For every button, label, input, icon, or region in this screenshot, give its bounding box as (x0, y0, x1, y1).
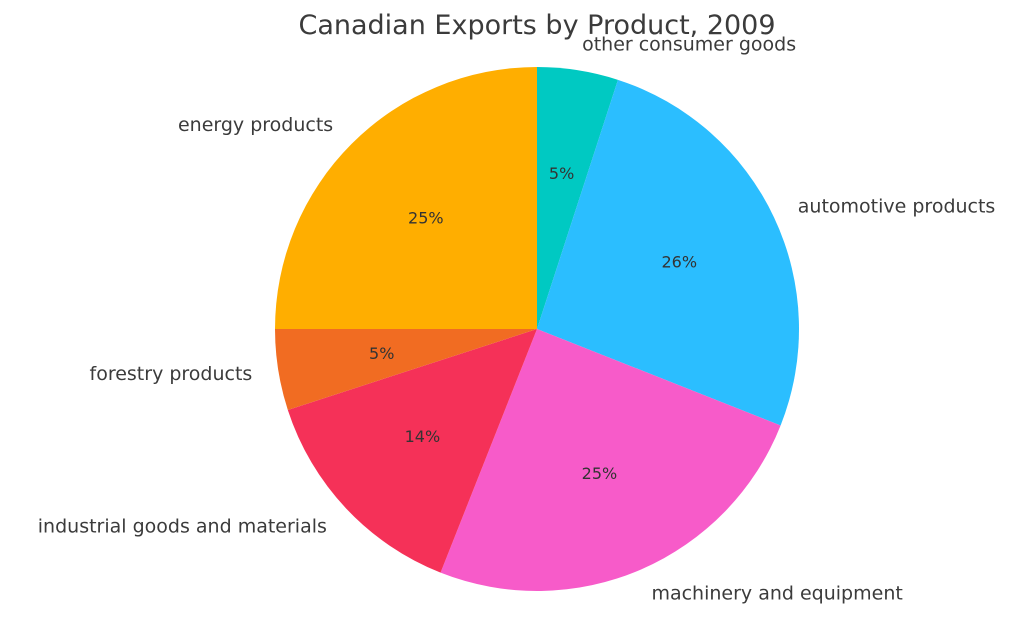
pie-slice-automotive-products (537, 79, 799, 426)
pie-slice-label: forestry products (90, 363, 253, 385)
pie-percent-label: 14% (405, 427, 441, 446)
pie-slice-label: other consumer goods (582, 33, 796, 55)
pie-percent-label: 25% (408, 208, 444, 227)
pie-slice-other-consumer-goods (537, 67, 618, 329)
pie-slice-energy-products (275, 67, 537, 329)
pie-slice-labels: other consumer goods automotive products m… (38, 33, 996, 604)
pie-slice-label: machinery and equipment (651, 582, 902, 604)
pie-slice-forestry-products (275, 329, 537, 410)
pie-percent-labels: 5% 26% 25% 14% 5% 25% (369, 164, 697, 483)
chart-title: Canadian Exports by Product, 2009 (298, 10, 775, 41)
pie-slice-label: automotive products (798, 195, 996, 217)
pie-slice-label: energy products (178, 114, 333, 136)
pie-percent-label: 25% (582, 464, 618, 483)
pie-slice-label: industrial goods and materials (38, 515, 327, 537)
pie-percent-label: 5% (549, 164, 574, 183)
pie-slice-machinery-and-equipment (440, 329, 781, 591)
pie-percent-label: 5% (369, 344, 394, 363)
pie-slices (275, 67, 799, 591)
pie-slice-industrial-goods-and-materials (287, 329, 537, 573)
pie-percent-label: 26% (661, 253, 697, 272)
